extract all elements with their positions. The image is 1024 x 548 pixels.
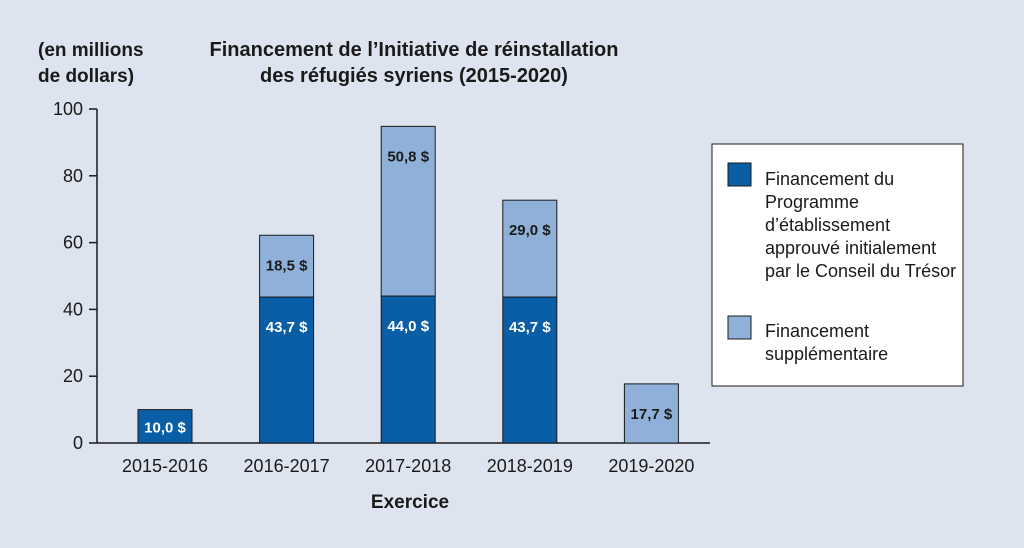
y-axis-label-line-2: de dollars) xyxy=(38,66,134,87)
legend-label-supplementary-2: supplémentaire xyxy=(765,344,888,364)
bar-data-label: 18,5 $ xyxy=(266,257,308,274)
x-tick-label: 2015-2016 xyxy=(122,456,208,476)
legend-swatch-initial xyxy=(727,162,752,187)
legend-label-supplementary-1: Financement xyxy=(765,321,869,341)
x-tick-label: 2018-2019 xyxy=(487,456,573,476)
y-tick-label: 100 xyxy=(53,99,83,119)
legend-label-initial-4: approuvé initialement xyxy=(765,238,936,258)
y-axis-label-line-1: (en millions xyxy=(38,40,144,61)
bars: 10,0 $ 43,7 $ 18,5 $ 44,0 $ 50,8 $ 43,7 $ 29,0… xyxy=(137,125,679,444)
x-axis-label: Exercice xyxy=(371,492,449,513)
bar-data-label: 43,7 $ xyxy=(266,319,308,336)
bar-data-label: 50,8 $ xyxy=(387,148,429,165)
y-tick-label: 0 xyxy=(73,433,83,453)
legend: Financement du Programme d’établissement… xyxy=(711,143,964,387)
bar-data-label: 29,0 $ xyxy=(509,222,551,239)
bar-data-label: 43,7 $ xyxy=(509,319,551,336)
x-tick-label: 2019-2020 xyxy=(608,456,694,476)
legend-box xyxy=(711,143,964,387)
x-tick-label: 2017-2018 xyxy=(365,456,451,476)
legend-label-initial-3: d’établissement xyxy=(765,215,890,235)
legend-label-initial-2: Programme xyxy=(765,192,859,212)
y-tick-label: 80 xyxy=(63,166,83,186)
bar-data-label: 44,0 $ xyxy=(387,318,429,335)
bar-segment xyxy=(502,199,558,298)
y-tick-label: 20 xyxy=(63,366,83,386)
bar-data-label: 17,7 $ xyxy=(631,406,673,423)
legend-label-initial-1: Financement du xyxy=(765,169,894,189)
bar-segment xyxy=(623,383,679,444)
y-tick-label: 40 xyxy=(63,299,83,319)
bar-segment xyxy=(380,125,436,297)
chart-title-line-2: des réfugiés syriens (2015-2020) xyxy=(260,65,568,87)
bar-data-label: 10,0 $ xyxy=(144,419,186,436)
y-tick-label: 60 xyxy=(63,233,83,253)
x-ticks: 2015-2016 2016-2017 2017-2018 2018-2019 2019… xyxy=(122,456,694,476)
chart-title-line-1: Financement de l’Initiative de réinstall… xyxy=(210,39,619,61)
bar-segment xyxy=(137,409,193,444)
legend-swatch-supplementary xyxy=(727,315,752,340)
legend-label-initial-5: par le Conseil du Trésor xyxy=(765,261,956,281)
bar-segment xyxy=(259,296,315,444)
bar-segment xyxy=(380,295,436,444)
y-ticks: 0 20 40 60 80 100 xyxy=(53,99,97,453)
bar-segment xyxy=(259,234,315,298)
x-tick-label: 2016-2017 xyxy=(244,456,330,476)
